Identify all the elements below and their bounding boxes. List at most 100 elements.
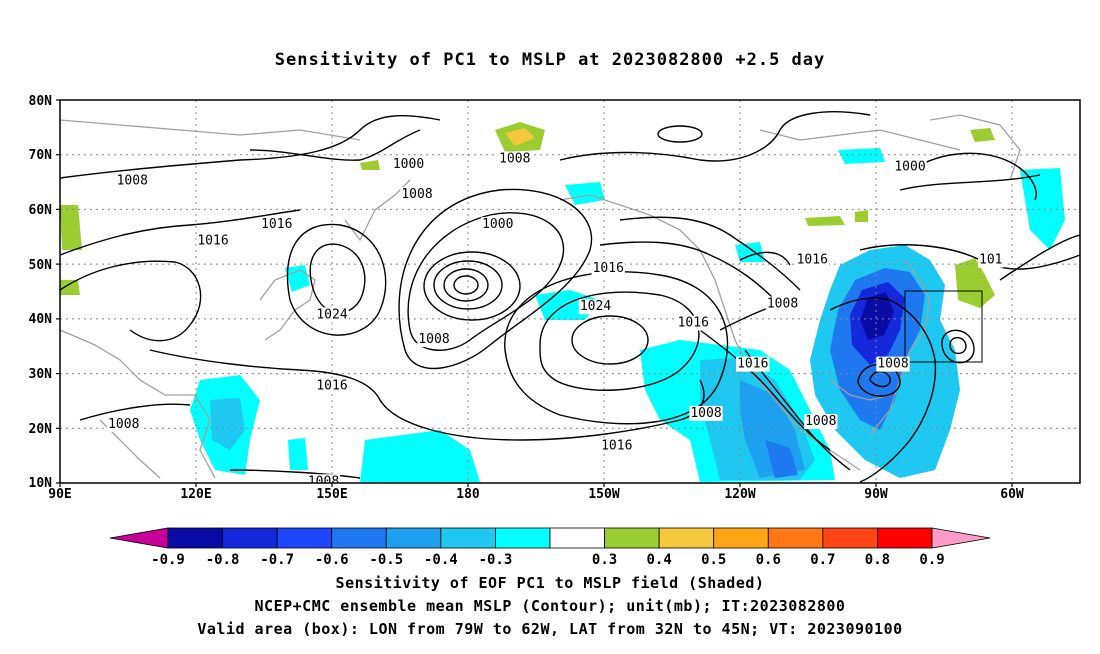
contour-label-bg (315, 378, 349, 394)
contour-1016-b (60, 260, 202, 342)
colorbar-label: -0.7 (260, 552, 294, 568)
shade-navy-eastus (860, 292, 894, 340)
map-frame (59, 99, 1081, 484)
contour-label: 1000 (482, 217, 513, 232)
contour-label: 1008 (877, 357, 908, 372)
colorbar-label: -0.4 (424, 552, 458, 568)
map-grid (60, 100, 1080, 483)
contour-label: 1008 (308, 474, 339, 489)
contour-label: 1016 (737, 357, 768, 372)
contour-label: 1008 (805, 414, 836, 429)
colorbar-label: 0.4 (646, 552, 671, 568)
contour-label-bg (391, 156, 426, 172)
colorbar-label: 0.8 (865, 552, 890, 568)
colorbar-swatch (331, 527, 387, 549)
contour-1008-atl (899, 174, 1041, 191)
coast-korea-japan (259, 269, 316, 341)
contour-label-bg (893, 159, 927, 175)
lon-label: 180 (456, 487, 480, 502)
contour-label-bg (315, 307, 349, 323)
contour-label: 1016 (797, 253, 828, 268)
shade-green-ne (970, 128, 995, 142)
contour-gulf-low (869, 370, 891, 388)
colorbar-label: -0.6 (315, 552, 349, 568)
shade-cyan-pnw (288, 438, 308, 470)
coast-alaska (559, 194, 701, 251)
contour-high-outer (539, 291, 700, 391)
lon-label: 150W (588, 487, 619, 502)
lon-label: 90E (48, 487, 71, 502)
contour-label-bg (795, 252, 829, 268)
contour-label-bg (591, 260, 625, 276)
contour-1008-d (229, 469, 361, 479)
contour-label-bg (804, 414, 838, 430)
contour-label-bg (498, 151, 532, 167)
contour-atl-1016b (999, 234, 1080, 281)
colorbar-label: 0.7 (810, 552, 835, 568)
colorbar-swatch (495, 527, 551, 549)
shade-orange-arctic (505, 128, 535, 146)
colorbar-swatch (604, 527, 660, 549)
shade-green-siberia2 (60, 280, 80, 295)
contour-jp-high2 (286, 223, 387, 336)
contour-1000-atl (919, 152, 1037, 201)
colorbar-label: 0.9 (919, 552, 944, 568)
contour-high-outer (504, 271, 729, 425)
contour-low-ring (423, 251, 521, 321)
shade-green-atl (955, 258, 995, 308)
lon-label: 60W (1000, 487, 1024, 502)
contour-1008-arc (559, 111, 871, 162)
contour-label: 101 (979, 253, 1002, 268)
coast-arctic-asia (60, 119, 361, 141)
contour-label: 1016 (316, 379, 347, 394)
coast-gulf (829, 379, 891, 401)
shade-cyan-bering (565, 182, 605, 205)
contour-label-bg (306, 474, 341, 483)
colorbar-label: 0.3 (592, 552, 617, 568)
coast-canada-n (759, 129, 961, 151)
contour-label-bg (400, 187, 434, 203)
lat-label: 10N (29, 476, 53, 491)
contour-label: 1008 (690, 406, 721, 421)
contour-label: 1016 (261, 217, 292, 232)
lat-labels: 80N 70N 60N 50N 40N 30N 20N 10N (29, 94, 53, 491)
colorbar-swatch (549, 527, 605, 549)
contour-atl-low2 (941, 329, 975, 364)
lat-label: 60N (29, 203, 53, 218)
lat-label: 40N (29, 312, 53, 327)
contour-label: 1016 (197, 234, 228, 249)
contour-1016-c (149, 349, 705, 441)
colorbar-label: 0.5 (701, 552, 726, 568)
contour-label-bg (689, 405, 723, 421)
lat-label: 20N (29, 422, 53, 437)
coast-kamchatka (344, 179, 411, 242)
coast-na-east (869, 259, 931, 436)
contour-label: 1008 (499, 151, 530, 166)
colorbar-swatch (822, 527, 878, 549)
tick-marks (56, 99, 1013, 487)
contour-1008-north (60, 115, 441, 179)
colorbar-label: -0.3 (479, 552, 513, 568)
shade-green-greenland (805, 216, 845, 226)
contour-label-bg (765, 296, 800, 312)
colorbar-end-low (109, 527, 169, 549)
contour-1008-c (79, 403, 191, 421)
contour-label: 1000 (393, 157, 424, 172)
colorbar-swatch (767, 527, 824, 549)
colorbar-swatch (167, 527, 223, 549)
contour-labels: 1000 1008 1008 1008 1016 1016 1000 1016 1024 1024… (107, 151, 1004, 489)
colorbar (109, 527, 991, 549)
lon-label: 120W (724, 487, 755, 502)
coast-greenland (929, 114, 1021, 181)
contour-low-ring (453, 275, 479, 295)
contour-na-mid2 (599, 241, 776, 301)
footer-line-3: Valid area (box): LON from 79W to 62W, L… (197, 620, 903, 638)
contour-label-bg (676, 315, 710, 331)
footer-line-1: Sensitivity of EOF PC1 to MSLP field (Sh… (335, 574, 765, 592)
shade-cyan-glakes (735, 242, 765, 262)
contour-label-bg (736, 356, 770, 372)
contour-label: 1024 (316, 307, 347, 322)
contour-gulf-low2 (857, 363, 901, 397)
contour-atl-1008 (829, 297, 937, 483)
